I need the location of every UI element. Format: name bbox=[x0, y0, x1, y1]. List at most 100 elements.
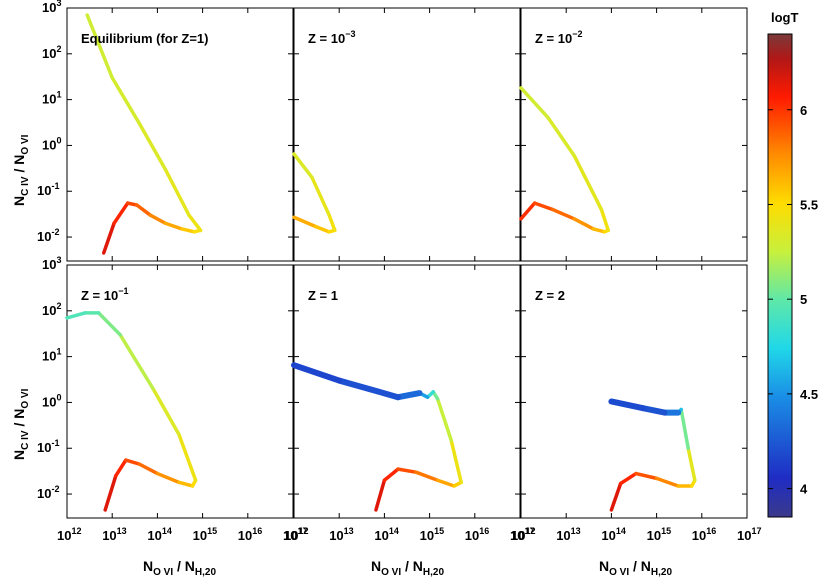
y-tick-label: 10-2 bbox=[37, 484, 59, 501]
x-axis-title-2: NO VI / NH,20 bbox=[371, 558, 444, 578]
x-tick-label: 1013 bbox=[102, 526, 126, 543]
curve-segment bbox=[310, 175, 331, 217]
panel-title: Equilibrium (for Z=1) bbox=[81, 31, 208, 46]
curve-segment bbox=[374, 478, 387, 512]
x-tick-label: 1013 bbox=[556, 526, 580, 543]
curve-segment bbox=[291, 362, 343, 384]
curve-segment bbox=[327, 213, 337, 233]
x-tick-label: 1012 bbox=[57, 526, 81, 543]
curve-segment bbox=[124, 458, 142, 466]
colorbar-tick-label: 4.5 bbox=[800, 387, 818, 402]
curve-segment bbox=[382, 467, 400, 483]
x-tick-label: 1013 bbox=[329, 526, 353, 543]
curve-segment bbox=[135, 203, 153, 217]
y-tick-labels-top: 103 102 101 100 10-1 10-2 bbox=[37, 0, 61, 244]
curve-segment bbox=[609, 481, 623, 512]
panel-ticks bbox=[520, 7, 748, 261]
colorbar: logT 4 4.5 5 5.5 6 bbox=[767, 10, 818, 518]
x-tick-label: 1012 bbox=[284, 526, 308, 543]
x-tick-label: 1015 bbox=[193, 526, 217, 543]
y-tick-label: 10-2 bbox=[37, 227, 59, 244]
curve-segment bbox=[686, 446, 697, 483]
curve-segment bbox=[634, 471, 659, 481]
x-tick-label: 1014 bbox=[601, 526, 625, 543]
x-tick-label: 1012 bbox=[511, 526, 535, 543]
panel-curves bbox=[292, 152, 337, 234]
colorbar-tick-label: 4 bbox=[800, 482, 808, 497]
y-axis-title-top: NC IV / NO VI bbox=[11, 134, 31, 206]
curve-segment bbox=[396, 467, 418, 474]
curve-segment bbox=[112, 201, 130, 226]
curve-segment bbox=[96, 311, 122, 337]
colorbar-tick-label: 6 bbox=[800, 103, 807, 118]
x-axis-title-1: NO VI / NH,20 bbox=[143, 558, 216, 578]
panel-4: Z = 10−1 bbox=[65, 264, 294, 519]
panel-title: Z = 2 bbox=[535, 288, 565, 303]
y-axis-title-bottom: NC IV / NO VI bbox=[11, 388, 31, 460]
panel-title: Z = 10−1 bbox=[81, 286, 128, 303]
x-tick-label: 1015 bbox=[647, 526, 671, 543]
panel-curves bbox=[608, 398, 697, 512]
panel-curves bbox=[65, 311, 198, 512]
curve-segment bbox=[177, 432, 198, 483]
y-tick-label: 100 bbox=[42, 392, 61, 409]
y-tick-label: 102 bbox=[42, 44, 61, 61]
curve-segment bbox=[435, 397, 453, 442]
colorbar-tick-label: 5.5 bbox=[800, 197, 818, 212]
curve-segment bbox=[414, 470, 440, 483]
panel-title: Z = 10−2 bbox=[535, 29, 582, 46]
panel-ticks bbox=[66, 264, 294, 518]
curve-segment bbox=[591, 227, 607, 234]
panel-title: Z = 10−3 bbox=[308, 29, 355, 46]
curve-segment bbox=[292, 215, 318, 229]
y-tick-label: 100 bbox=[42, 135, 61, 152]
curve-segment bbox=[137, 462, 160, 476]
colorbar-ticks: 4 4.5 5 5.5 6 bbox=[768, 103, 818, 497]
curve-segment bbox=[163, 221, 184, 231]
colorbar-gradient bbox=[767, 33, 793, 518]
x-tick-label: 1017 bbox=[510, 526, 534, 543]
curve-segment bbox=[639, 405, 668, 416]
panel-ticks bbox=[66, 7, 294, 261]
x-tick-label: 1016 bbox=[692, 526, 716, 543]
curve-segment bbox=[313, 224, 331, 234]
x-tick-label: 1017 bbox=[737, 526, 761, 543]
panel-curves bbox=[519, 86, 610, 234]
curve-segment bbox=[180, 227, 196, 234]
panel-frame bbox=[66, 7, 294, 262]
panel-ticks bbox=[293, 7, 521, 261]
curve-segment bbox=[618, 471, 638, 486]
y-tick-label: 101 bbox=[42, 347, 61, 364]
curve-segment bbox=[137, 121, 168, 172]
curve-segment bbox=[550, 207, 576, 221]
x-tick-label: 1014 bbox=[374, 526, 398, 543]
y-tick-label: 101 bbox=[42, 90, 61, 107]
curve-segment bbox=[155, 471, 181, 485]
curve-segment bbox=[110, 76, 142, 126]
curve-segment bbox=[101, 221, 116, 255]
curve-segment bbox=[163, 167, 191, 217]
curve-segment bbox=[654, 476, 680, 488]
curve-segment bbox=[608, 398, 646, 412]
curve-segment bbox=[187, 213, 203, 233]
panel-6: Z = 2 bbox=[520, 264, 748, 519]
curve-segment bbox=[435, 478, 456, 488]
panel-curves bbox=[291, 362, 463, 512]
x-axis-title-3: NO VI / NH,20 bbox=[599, 558, 672, 578]
curve-segment bbox=[114, 458, 128, 478]
x-tick-label: 1014 bbox=[147, 526, 171, 543]
curve-segment bbox=[85, 13, 114, 80]
panel-1: Equilibrium (for Z=1) bbox=[66, 7, 294, 262]
curve-segment bbox=[336, 377, 402, 401]
x-tick-label: 1017 bbox=[283, 526, 307, 543]
x-tick-label: 1016 bbox=[465, 526, 489, 543]
curve-segment bbox=[572, 153, 604, 212]
y-tick-label: 102 bbox=[42, 301, 61, 318]
panel-curves bbox=[85, 13, 203, 255]
colorbar-title: logT bbox=[771, 10, 798, 25]
curve-segment bbox=[546, 116, 576, 158]
curve-segment bbox=[65, 311, 87, 320]
y-tick-label: 10-1 bbox=[37, 181, 59, 198]
